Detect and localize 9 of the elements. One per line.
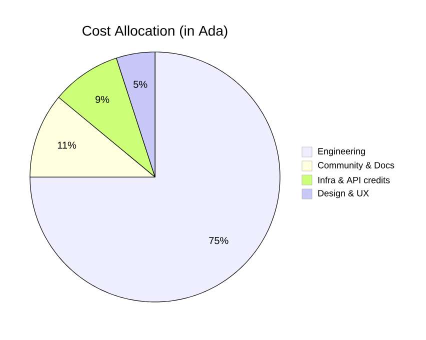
data-label: 75%	[209, 237, 228, 244]
legend-label: Community & Docs	[318, 162, 394, 170]
data-label: 11%	[58, 142, 76, 149]
data-label: 5%	[134, 80, 148, 88]
legend-label: Engineering	[318, 148, 365, 156]
legend-label: Infra & API credits	[318, 176, 390, 184]
data-label: 9%	[96, 96, 110, 103]
chart-title: Cost Allocation (in Ada)	[82, 25, 228, 39]
legend-label: Design & UX	[318, 190, 369, 198]
